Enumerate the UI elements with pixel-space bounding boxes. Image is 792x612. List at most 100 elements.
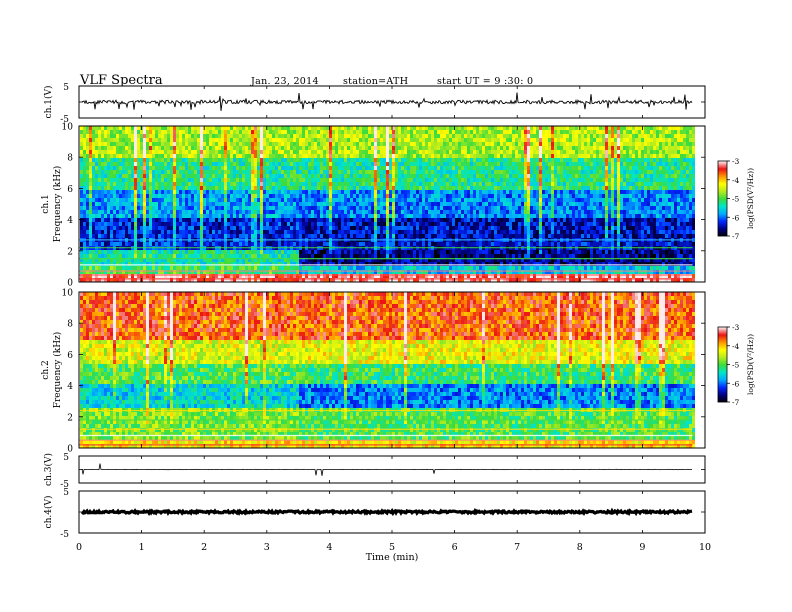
psd-cell xyxy=(95,266,98,270)
psd-cell xyxy=(212,166,215,170)
psd-cell xyxy=(401,158,404,162)
psd-cell xyxy=(83,226,86,230)
psd-cell xyxy=(404,258,407,262)
psd-cell xyxy=(86,250,89,254)
psd-cell xyxy=(149,138,152,142)
psd-cell xyxy=(197,138,200,142)
psd-cell xyxy=(104,206,107,210)
psd-cell xyxy=(440,230,443,234)
psd-cell xyxy=(404,214,407,218)
psd-cell xyxy=(296,158,299,162)
psd-cell xyxy=(191,142,194,146)
psd-cell xyxy=(335,154,338,158)
psd-cell xyxy=(194,186,197,190)
psd-cell xyxy=(311,250,314,254)
psd-cell xyxy=(419,262,422,266)
psd-cell xyxy=(239,186,242,190)
psd-cell xyxy=(455,214,458,218)
psd-cell xyxy=(461,190,464,194)
psd-cell xyxy=(263,126,266,130)
psd-cell xyxy=(98,214,101,218)
psd-cell xyxy=(311,146,314,150)
psd-cell xyxy=(446,242,449,246)
psd-cell xyxy=(158,198,161,202)
psd-cell xyxy=(425,182,428,186)
psd-cell xyxy=(194,150,197,154)
psd-cell xyxy=(434,202,437,206)
psd-cell xyxy=(428,206,431,210)
psd-cell xyxy=(107,198,110,202)
psd-cell xyxy=(128,130,131,134)
psd-cell xyxy=(131,194,134,198)
psd-cell xyxy=(368,250,371,254)
psd-cell xyxy=(254,154,257,158)
psd-cell xyxy=(266,170,269,174)
psd-cell xyxy=(173,274,176,278)
psd-cell xyxy=(305,130,308,134)
psd-cell xyxy=(407,154,410,158)
psd-cell xyxy=(443,170,446,174)
psd-cell xyxy=(329,242,332,246)
psd-cell xyxy=(353,230,356,234)
psd-cell xyxy=(131,138,134,142)
psd-cell xyxy=(308,234,311,238)
psd-cell xyxy=(446,222,449,226)
psd-cell xyxy=(248,162,251,166)
psd-cell xyxy=(188,166,191,170)
psd-cell xyxy=(131,266,134,270)
psd-cell xyxy=(284,174,287,178)
psd-cell xyxy=(185,150,188,154)
psd-cell xyxy=(425,146,428,150)
psd-cell xyxy=(155,170,158,174)
psd-cell xyxy=(413,166,416,170)
psd-cell xyxy=(80,254,83,258)
psd-cell xyxy=(248,230,251,234)
psd-cell xyxy=(248,266,251,270)
psd-cell xyxy=(194,226,197,230)
psd-cell xyxy=(410,142,413,146)
psd-cell xyxy=(158,226,161,230)
psd-cell xyxy=(197,278,200,282)
psd-cell xyxy=(206,214,209,218)
psd-cell xyxy=(242,126,245,130)
psd-cell xyxy=(341,162,344,166)
psd-cell xyxy=(152,278,155,282)
psd-cell xyxy=(170,198,173,202)
psd-cell xyxy=(149,226,152,230)
psd-cell xyxy=(134,266,137,270)
psd-cell xyxy=(239,266,242,270)
psd-cell xyxy=(125,138,128,142)
psd-cell xyxy=(455,258,458,262)
psd-cell xyxy=(341,278,344,282)
psd-cell xyxy=(80,158,83,162)
psd-cell xyxy=(407,134,410,138)
psd-cell xyxy=(332,218,335,222)
psd-cell xyxy=(185,130,188,134)
psd-cell xyxy=(446,194,449,198)
psd-cell xyxy=(314,146,317,150)
psd-cell xyxy=(191,210,194,214)
psd-cell xyxy=(287,226,290,230)
psd-cell xyxy=(185,178,188,182)
psd-cell xyxy=(338,266,341,270)
psd-cell xyxy=(248,142,251,146)
psd-cell xyxy=(455,162,458,166)
psd-cell xyxy=(263,218,266,222)
psd-cell xyxy=(323,178,326,182)
psd-cell xyxy=(317,262,320,266)
psd-cell xyxy=(455,206,458,210)
psd-cell xyxy=(341,230,344,234)
psd-cell xyxy=(233,202,236,206)
psd-cell xyxy=(443,250,446,254)
psd-cell xyxy=(434,186,437,190)
psd-cell xyxy=(359,226,362,230)
psd-cell xyxy=(320,130,323,134)
psd-cell xyxy=(362,222,365,226)
start-time-label: start UT = 9 :30: 0 xyxy=(437,76,534,87)
psd-cell xyxy=(176,266,179,270)
psd-cell xyxy=(428,258,431,262)
psd-cell xyxy=(374,270,377,274)
psd-cell xyxy=(365,150,368,154)
psd-cell xyxy=(458,170,461,174)
psd-cell xyxy=(314,194,317,198)
